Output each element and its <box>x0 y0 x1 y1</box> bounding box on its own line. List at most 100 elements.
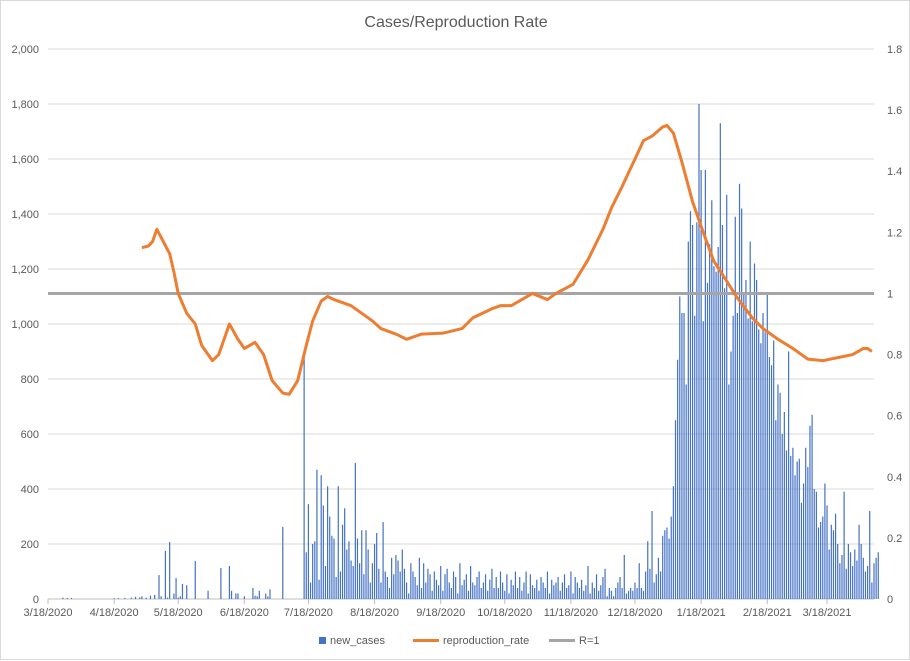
new-cases-bar <box>194 561 196 599</box>
new-cases-bar <box>820 522 822 599</box>
new-cases-bar <box>706 282 709 599</box>
y-left-tick-label: 1,400 <box>11 209 39 221</box>
new-cases-bar <box>361 530 363 599</box>
new-cases-bar <box>751 321 753 599</box>
new-cases-bar <box>615 588 617 599</box>
new-cases-bar <box>730 351 732 599</box>
new-cases-bar <box>444 574 446 599</box>
new-cases-bar <box>738 183 741 599</box>
new-cases-bar <box>839 563 841 599</box>
new-cases-bar <box>807 467 809 599</box>
x-tick-label: 6/18/2020 <box>220 607 269 619</box>
new-cases-bar <box>267 596 269 599</box>
new-cases-bar <box>770 365 773 599</box>
new-cases-bar <box>388 588 391 599</box>
new-cases-bar <box>427 568 429 599</box>
new-cases-bar <box>489 579 491 599</box>
new-cases-bar <box>689 211 692 599</box>
new-cases-bar <box>397 560 399 599</box>
new-cases-bar <box>484 574 487 599</box>
new-cases-bar <box>282 526 284 599</box>
new-cases-bar <box>158 575 160 599</box>
new-cases-bar <box>785 450 788 599</box>
new-cases-bar <box>344 508 346 599</box>
new-cases-bar <box>580 579 583 599</box>
new-cases-bar <box>510 579 512 599</box>
new-cases-bar <box>860 544 862 599</box>
new-cases-bar <box>728 384 730 599</box>
new-cases-bar <box>237 593 239 599</box>
new-cases-bar <box>529 574 531 599</box>
new-cases-bar <box>847 544 849 599</box>
new-cases-bar <box>743 293 745 599</box>
new-cases-bar <box>269 589 271 599</box>
new-cases-bar <box>235 593 237 599</box>
new-cases-bar <box>149 595 152 599</box>
new-cases-bar <box>773 340 775 599</box>
new-cases-bar <box>734 216 736 599</box>
new-cases-bar <box>540 577 542 599</box>
new-cases-bar <box>711 200 713 599</box>
new-cases-bar <box>425 582 427 599</box>
y-right-tick-label: 0.6 <box>887 411 902 423</box>
new-cases-bar <box>502 582 504 599</box>
new-cases-bar <box>815 491 817 599</box>
new-cases-bar <box>745 280 747 599</box>
new-cases-bar <box>792 447 794 599</box>
y-right-tick-label: 0 <box>887 594 893 606</box>
new-cases-bar <box>593 588 595 599</box>
new-cases-bar <box>691 225 694 599</box>
new-cases-bar <box>393 574 395 599</box>
new-cases-bar <box>715 271 717 599</box>
new-cases-bar <box>318 579 320 599</box>
new-cases-bar <box>617 582 619 599</box>
new-cases-bar <box>627 590 630 599</box>
new-cases-bar <box>756 280 758 599</box>
new-cases-bar <box>630 588 632 599</box>
new-cases-bar <box>837 544 839 599</box>
new-cases-bar <box>220 567 222 599</box>
new-cases-bar <box>830 524 832 599</box>
new-cases-bar <box>350 560 352 599</box>
new-cases-bar <box>632 590 634 599</box>
new-cases-bar <box>376 533 378 599</box>
new-cases-bar <box>563 574 566 599</box>
new-cases-bar <box>683 313 685 599</box>
new-cases-bar <box>66 597 68 599</box>
legend-label-r1: R=1 <box>579 635 600 647</box>
new-cases-bar <box>504 590 506 599</box>
new-cases-bar <box>452 571 455 599</box>
new-cases-bar <box>141 596 143 599</box>
new-cases-bar <box>497 588 499 599</box>
new-cases-bar <box>832 530 835 599</box>
new-cases-bar <box>585 585 587 599</box>
new-cases-bar <box>230 590 233 599</box>
new-cases-bar <box>442 590 444 599</box>
new-cases-bar <box>613 596 615 599</box>
new-cases-bar <box>566 588 568 599</box>
new-cases-bar <box>395 555 397 599</box>
new-cases-bar <box>519 577 521 599</box>
new-cases-bar <box>166 597 169 599</box>
new-cases-bar <box>713 266 715 599</box>
new-cases-bar <box>538 590 540 599</box>
new-cases-bar <box>405 582 408 599</box>
new-cases-bar <box>843 491 845 599</box>
new-cases-bar <box>333 538 335 599</box>
new-cases-bar <box>721 225 724 599</box>
new-cases-bar <box>642 590 645 599</box>
new-cases-bar <box>70 597 73 599</box>
new-cases-bar <box>655 574 657 599</box>
new-cases-bar <box>548 593 551 599</box>
new-cases-bar <box>369 582 371 599</box>
new-cases-bar <box>359 563 361 599</box>
new-cases-bar <box>160 596 162 599</box>
new-cases-bar <box>583 590 585 599</box>
new-cases-bar <box>134 596 137 599</box>
new-cases-bar <box>576 582 578 599</box>
new-cases-bar <box>173 593 175 599</box>
new-cases-bar <box>841 555 843 599</box>
new-cases-bar <box>679 296 681 599</box>
new-cases-bar <box>465 574 467 599</box>
